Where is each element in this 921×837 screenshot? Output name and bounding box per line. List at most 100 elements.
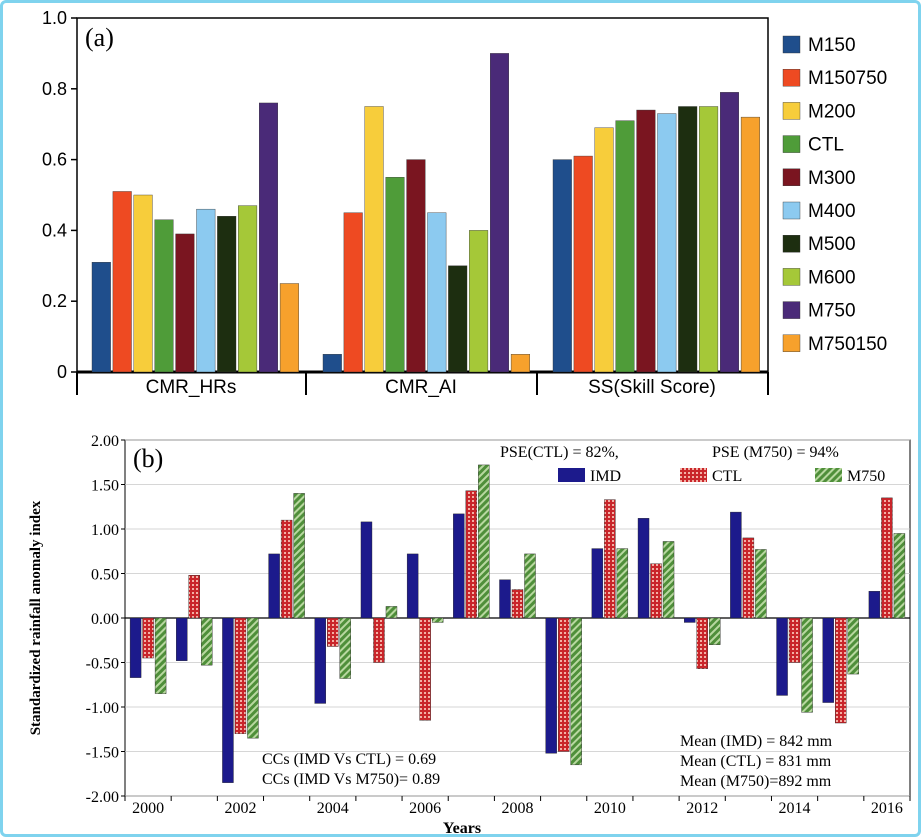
panel-b-y-tick-label: -1.50 (86, 745, 119, 762)
panel-a-legend-label: M600 (808, 267, 856, 288)
panel-a-legend-swatch (782, 68, 801, 87)
panel-b-bar-ctl (650, 563, 662, 619)
panel-b-bar-ctl (788, 617, 801, 663)
panel-b-y-tick-label: -0.50 (86, 656, 119, 673)
panel-b-y-axis-title: Standardized rainfall anomaly index (28, 500, 44, 735)
panel-b-x-tick-label: 2014 (779, 800, 811, 817)
legend-swatch-imd (558, 468, 585, 482)
panel-a-y-tick-label: 0.4 (42, 220, 67, 240)
panel-a-y-tick-label: 0 (57, 362, 67, 382)
panel-a-legend-swatch (782, 168, 801, 187)
panel-b-x-axis-title: Years (443, 820, 481, 837)
panel-a-y-tick-label: 0.8 (42, 79, 67, 99)
panel-b-bar-ctl (234, 617, 247, 734)
panel-a-bar-chart: (a) 0 0.2 0.4 0.6 0.8 1.0 CMR_HRs CMR_AI SS(Ski… (42, 8, 887, 398)
panel-b-bar-m750 (709, 617, 721, 645)
panel-b-bar-m750 (755, 549, 767, 619)
panel-b-bar-m750 (616, 548, 629, 619)
mean-ctl-annotation: Mean (CTL) = 831 mm (680, 753, 832, 770)
panel-b-bar-imd (637, 518, 650, 619)
legend-label-imd: IMD (590, 468, 621, 485)
legend-label-m750: M750 (847, 468, 885, 485)
panel-b-y-tick-label: -1.00 (86, 700, 119, 717)
panel-a-bar (364, 106, 384, 373)
panel-b-bar-ctl (604, 499, 616, 619)
panel-a-bar (427, 212, 447, 373)
panel-a-bar (740, 116, 760, 373)
panel-a-y-tick-label: 0.2 (42, 291, 67, 311)
panel-a-legend-label: M750 (808, 301, 856, 322)
panel-a-bar (343, 212, 363, 373)
panel-b-y-tick-label: 0.00 (91, 611, 119, 628)
panel-a-bar (510, 354, 530, 373)
panel-a-legend-label: M150 (808, 35, 856, 56)
panel-b-bar-m750 (201, 617, 213, 666)
panel-a-legend-label: M500 (808, 234, 856, 255)
panel-b-bar-m750 (893, 533, 906, 619)
panel-b-bar-imd (314, 617, 326, 704)
mean-imd-annotation: Mean (IMD) = 842 mm (680, 733, 833, 750)
panel-b-bar-imd (453, 513, 465, 619)
panel-b-bar-imd (684, 617, 696, 623)
panel-b-bar-m750 (339, 617, 351, 679)
panel-a-bar (490, 53, 510, 373)
panel-b-x-tick-label: 2008 (502, 800, 534, 817)
panel-a-bar (657, 113, 677, 373)
cc-m750-annotation: CCs (IMD Vs M750)= 0.89 (262, 771, 440, 788)
panel-a-bar (720, 92, 740, 373)
pse-m750-annotation: PSE (M750) = 94% (712, 444, 839, 461)
panel-a-bar (133, 194, 153, 373)
panel-a-bar (552, 159, 572, 373)
panel-b-bar-imd (360, 521, 373, 619)
panel-b-bar-imd (268, 553, 280, 619)
panel-b-bar-m750 (570, 617, 582, 766)
panel-a-bar (112, 191, 132, 373)
panel-b-x-tick-label: 2016 (871, 800, 903, 817)
legend-swatch-m750 (815, 468, 842, 482)
panel-a-bar (636, 109, 656, 373)
panel-b-bar-ctl (465, 490, 478, 619)
panel-b-bar-ctl (373, 617, 385, 663)
panel-a-legend-swatch (782, 268, 801, 286)
panel-a-bar (322, 354, 342, 373)
panel-b-bar-imd (822, 617, 834, 703)
panel-b-label: (b) (133, 444, 163, 473)
panel-a-bar (279, 283, 299, 373)
panel-b-bar-imd (129, 617, 142, 678)
panel-a-category-label: CMR_AI (385, 377, 457, 398)
panel-a-legend-swatch (782, 234, 801, 253)
panel-a-bar (154, 219, 174, 373)
panel-b-x-tick-label: 2000 (132, 800, 164, 817)
panel-a-legend-swatch (782, 35, 801, 54)
panel-a-bar (615, 120, 635, 373)
panel-a-legend-label: CTL (808, 135, 844, 156)
panel-b-bar-imd (591, 548, 604, 619)
panel-b-bar-ctl (557, 617, 570, 752)
panel-a-label: (a) (85, 23, 114, 52)
panel-b-bar-imd (776, 617, 788, 696)
panel-b-x-tick-label: 2012 (686, 800, 718, 817)
panel-b-x-tick-label: 2004 (317, 800, 349, 817)
panel-a-legend-label: M200 (808, 101, 856, 122)
panel-b-bar-m750 (662, 541, 675, 619)
panel-b-bar-m750 (847, 617, 859, 675)
legend-label-ctl: CTL (712, 468, 742, 485)
panel-a-bar (699, 106, 719, 373)
panel-a-bar (594, 127, 614, 373)
panel-a-bar (259, 102, 279, 373)
panel-b-bar-m750 (524, 553, 536, 619)
panel-a-legend-swatch (782, 334, 801, 352)
panel-b-y-tick-label: 1.50 (91, 478, 119, 495)
pse-ctl-annotation: PSE(CTL) = 82%, (500, 444, 619, 461)
panel-a-bar (573, 155, 593, 373)
panel-a-category-label: SS(Skill Score) (588, 377, 716, 398)
panel-a-bar (91, 262, 111, 373)
panel-a-bar (238, 205, 258, 373)
panel-a-legend-label: M750150 (808, 334, 887, 355)
panel-a-bar (385, 177, 405, 373)
panel-a-bar (175, 233, 195, 373)
panel-a-legend-label: M150750 (808, 68, 887, 89)
panel-a-bar (217, 216, 237, 373)
panel-b-bar-imd (730, 511, 742, 619)
